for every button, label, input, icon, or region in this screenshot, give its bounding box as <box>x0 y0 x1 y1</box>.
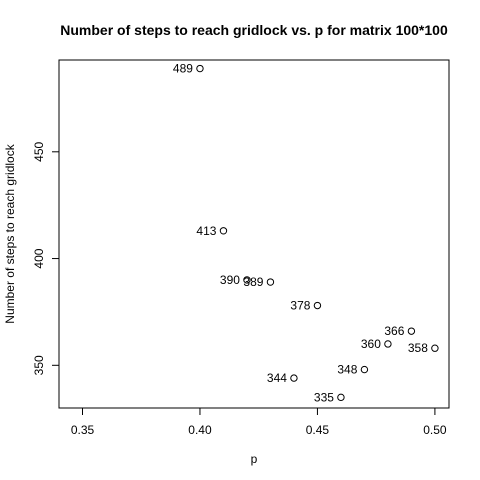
x-axis-label: p <box>251 452 258 466</box>
data-point-label: 489 <box>173 62 193 76</box>
y-axis: 350 400 450 <box>32 141 60 375</box>
data-point-label: 378 <box>290 299 310 313</box>
data-point <box>360 365 369 374</box>
data-point-label: 366 <box>384 324 404 338</box>
x-tick-label: 0.45 <box>306 423 330 437</box>
y-axis-label: Number of steps to reach gridlock <box>3 143 17 323</box>
data-point <box>431 344 439 352</box>
data-point-label: 389 <box>243 275 263 289</box>
data-point <box>219 227 228 235</box>
data-point <box>266 278 275 286</box>
data-point-label: 335 <box>314 390 334 404</box>
x-tick-label: 0.35 <box>71 423 95 437</box>
data-point <box>337 393 345 402</box>
data-point <box>196 64 204 73</box>
x-tick-label: 0.40 <box>188 423 212 437</box>
data-point-label: 390 <box>220 273 240 287</box>
data-point <box>384 340 392 348</box>
x-tick-label: 0.50 <box>423 423 447 437</box>
plot-area-frame <box>58 59 450 409</box>
data-point-label: 344 <box>267 371 287 385</box>
y-tick-label: 400 <box>32 248 46 268</box>
data-point-label: 413 <box>196 224 216 238</box>
data-point-label: 358 <box>408 341 428 355</box>
y-tick-label: 450 <box>32 141 46 161</box>
data-point <box>313 301 322 310</box>
data-point-label: 360 <box>361 337 381 351</box>
y-tick-label: 350 <box>32 355 46 375</box>
data-point <box>407 327 416 335</box>
x-axis: 0.35 0.40 0.45 0.50 <box>71 407 447 437</box>
chart-title: Number of steps to reach gridlock vs. p … <box>60 22 448 38</box>
data-point-label: 348 <box>337 363 357 377</box>
data-point <box>290 374 298 382</box>
data-point <box>243 276 251 284</box>
